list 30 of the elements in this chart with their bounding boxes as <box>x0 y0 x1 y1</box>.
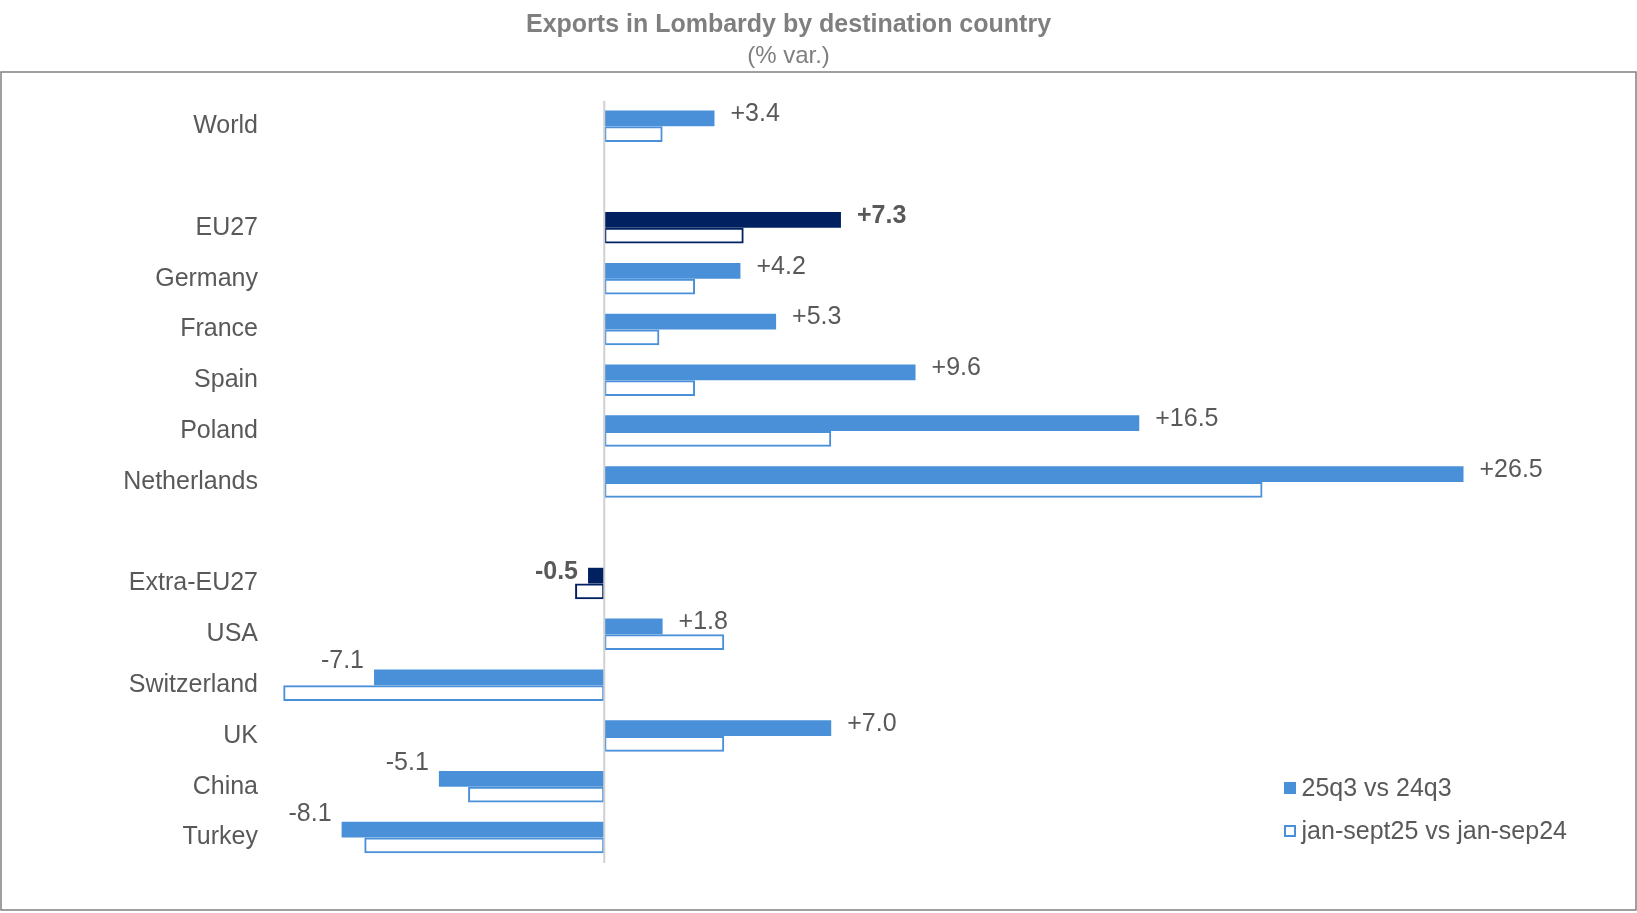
y-tick-label: China <box>192 770 259 799</box>
legend-label: jan-sept25 vs jan-sep24 <box>1301 816 1567 845</box>
y-tick-label: Netherlands <box>123 465 258 494</box>
data-label: +9.6 <box>931 352 981 381</box>
data-label: +4.2 <box>756 250 806 279</box>
data-label: -0.5 <box>534 555 579 584</box>
y-tick-label: Switzerland <box>128 669 258 698</box>
y-tick-label: UK <box>223 719 259 748</box>
data-label: +26.5 <box>1479 453 1543 482</box>
data-label: +7.3 <box>856 199 907 228</box>
y-tick-label: Extra-EU27 <box>128 567 258 596</box>
data-label: +16.5 <box>1155 403 1219 432</box>
data-label: -8.1 <box>288 797 332 826</box>
y-tick-label: Poland <box>180 414 258 443</box>
y-tick-label: France <box>180 313 258 342</box>
data-label: -7.1 <box>320 645 365 674</box>
y-tick-label: EU27 <box>195 211 258 240</box>
y-tick-label: Spain <box>194 364 258 393</box>
chart-subtitle: (% var.) <box>747 41 830 69</box>
y-tick-label: Germany <box>155 262 259 291</box>
y-tick-label: USA <box>206 618 259 647</box>
y-tick-label: Turkey <box>182 821 259 850</box>
data-label: +1.8 <box>678 606 728 635</box>
data-label: +3.4 <box>730 98 780 127</box>
legend-label: 25q3 vs 24q3 <box>1301 773 1452 802</box>
data-label: +5.3 <box>792 301 842 330</box>
data-label: +7.0 <box>847 707 897 736</box>
y-tick-label: World <box>193 110 258 139</box>
data-label: -5.1 <box>385 746 429 775</box>
chart-title: Exports in Lombardy by destination country <box>525 8 1052 37</box>
